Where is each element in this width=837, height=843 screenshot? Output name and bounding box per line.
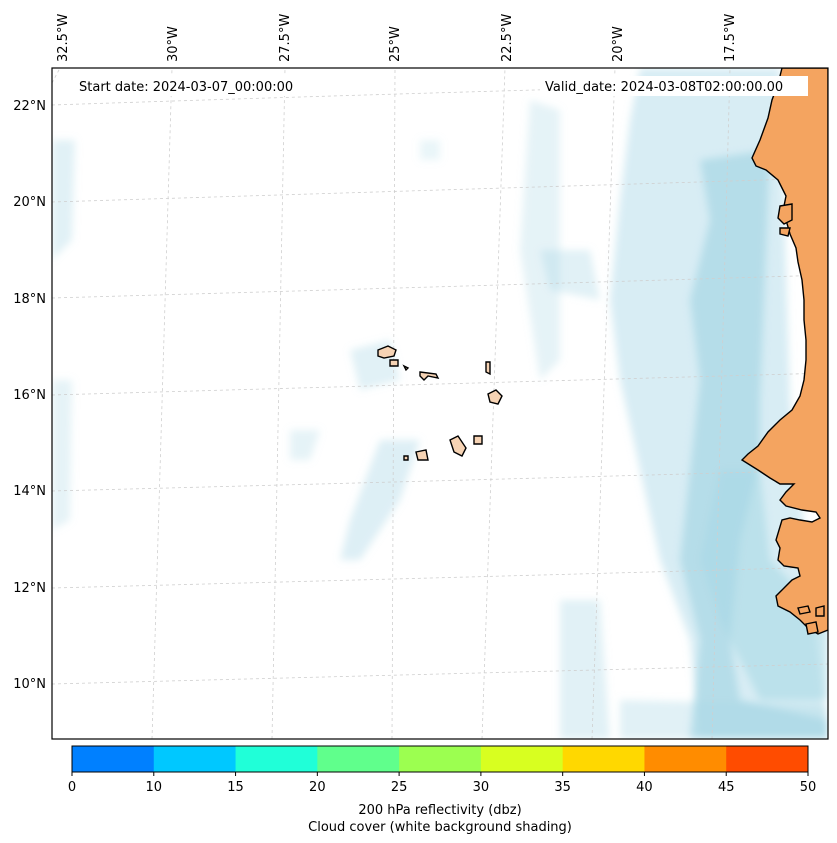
colorbar-frame bbox=[71, 745, 809, 773]
colorbar-swatch bbox=[562, 746, 645, 772]
lon-label: 25°W bbox=[388, 26, 403, 62]
longitude-labels: 32.5°W 30°W 27.5°W 25°W 22.5°W 20°W 17.5… bbox=[56, 14, 738, 62]
africa-landmass bbox=[740, 68, 828, 635]
colorbar-swatch bbox=[399, 746, 482, 772]
lon-label: 22.5°W bbox=[500, 14, 515, 62]
lat-label: 16°N bbox=[13, 388, 46, 403]
lon-label: 20°W bbox=[611, 26, 626, 62]
colorbar-swatch bbox=[317, 746, 400, 772]
coast-inlet bbox=[779, 227, 791, 237]
lat-label: 12°N bbox=[13, 581, 46, 596]
colorbar-tick-label: 35 bbox=[554, 780, 571, 795]
lat-label: 20°N bbox=[13, 195, 46, 210]
colorbar-tick-label: 30 bbox=[473, 780, 490, 795]
colorbar-tick-label: 25 bbox=[391, 780, 408, 795]
lon-label: 30°W bbox=[166, 26, 181, 62]
lat-label: 14°N bbox=[13, 484, 46, 499]
colorbar-swatch bbox=[480, 746, 564, 772]
colorbar-swatch bbox=[235, 746, 318, 772]
colorbar-tick-label: 40 bbox=[636, 780, 653, 795]
valid-date-label: Valid_date: 2024-03-08T02:00:00.00 bbox=[545, 80, 783, 95]
colorbar-swatch bbox=[72, 746, 155, 772]
valid-date-box bbox=[540, 76, 808, 96]
latitude-labels: 22°N 20°N 18°N 16°N 14°N 12°N 10°N bbox=[13, 99, 46, 692]
lat-label: 18°N bbox=[13, 292, 46, 307]
graticule bbox=[52, 68, 828, 739]
colorbar-tick-label: 20 bbox=[309, 780, 326, 795]
colorbar-tick-label: 15 bbox=[227, 780, 244, 795]
colorbar-swatch bbox=[153, 746, 237, 772]
lat-label: 10°N bbox=[13, 677, 46, 692]
start-date-box bbox=[72, 76, 312, 96]
colorbar-subtitle: Cloud cover (white background shading) bbox=[308, 820, 572, 835]
bijagos-island bbox=[815, 605, 825, 617]
colorbar-tick-label: 0 bbox=[68, 780, 76, 795]
colorbar-swatch bbox=[644, 746, 727, 772]
colorbar-swatch bbox=[726, 746, 809, 772]
coast-inlet bbox=[777, 203, 793, 225]
colorbar-tick-label: 50 bbox=[800, 780, 817, 795]
colorbar-tick-label: 45 bbox=[718, 780, 735, 795]
lon-label: 27.5°W bbox=[278, 14, 293, 62]
lon-label: 32.5°W bbox=[56, 14, 71, 62]
cape-verde-islands bbox=[377, 345, 503, 461]
lat-label: 22°N bbox=[13, 99, 46, 114]
colorbar: 0 10 15 20 25 30 35 40 45 50 200 hPa reflectivity… bbox=[68, 745, 817, 835]
bijagos-island bbox=[797, 605, 811, 615]
lon-label: 17.5°W bbox=[723, 14, 738, 62]
map-frame bbox=[51, 67, 829, 740]
bijagos-island bbox=[805, 621, 819, 635]
start-date-label: Start date: 2024-03-07_00:00:00 bbox=[79, 80, 293, 95]
colorbar-tick-label: 10 bbox=[146, 780, 163, 795]
colorbar-title: 200 hPa reflectivity (dbz) bbox=[358, 803, 521, 818]
